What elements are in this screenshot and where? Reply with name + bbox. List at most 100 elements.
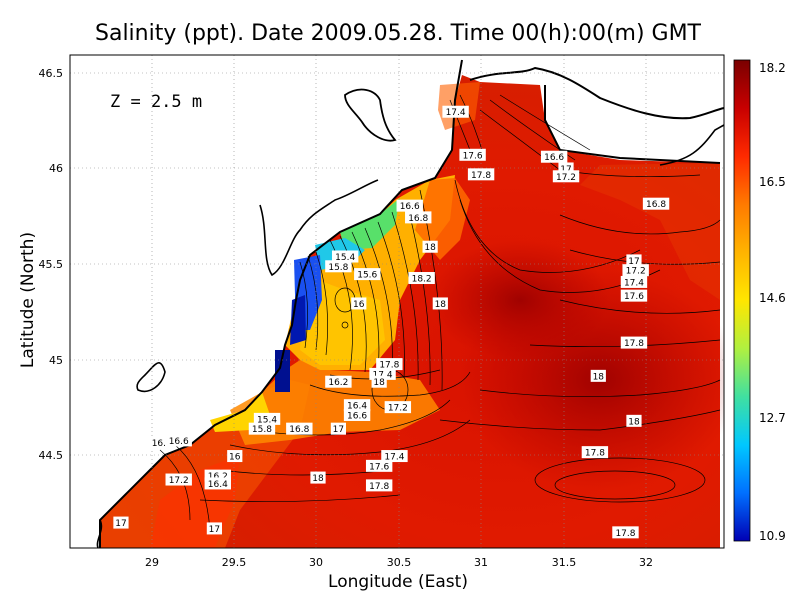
contour-label: 16.8	[405, 211, 432, 224]
contour-label: 17.8	[620, 336, 648, 349]
contour-label-text: 18	[424, 243, 436, 253]
contour-label-text: 17.8	[615, 529, 635, 539]
contour-label: 17.8	[376, 358, 403, 371]
mainland-coast	[99, 59, 463, 548]
contour-label: 16.4	[204, 477, 231, 490]
contour-label-text: 17.6	[624, 292, 644, 302]
southwest-coast-extension	[96, 519, 103, 549]
y-tick-label: 45	[49, 354, 63, 367]
contour-label-box	[354, 268, 381, 281]
contour-label-box	[432, 297, 448, 310]
contour-label-text: 16.6	[400, 202, 420, 212]
contour-label: 17	[206, 522, 222, 535]
razim-lagoon	[136, 362, 166, 392]
contour-label-box	[581, 446, 609, 459]
contour-label-text: 16.6	[169, 437, 189, 447]
contour-label: 18	[590, 369, 606, 382]
liman-lake	[344, 88, 397, 142]
contour-label: 17.4	[381, 450, 408, 463]
colorbar-tick-label: 16.5	[759, 175, 786, 189]
colorbar-tick-label: 10.9	[759, 529, 786, 543]
contour-label: 15.4	[253, 412, 281, 425]
contour-label-text: 17	[628, 257, 639, 267]
y-tick-label: 45.5	[39, 258, 64, 271]
contour-label: 17	[626, 254, 642, 267]
contour-label-box	[396, 199, 423, 212]
contour-label-text: 15.6	[357, 271, 377, 281]
contour-label-text: 17.4	[446, 108, 466, 118]
contour-label-box	[459, 148, 486, 161]
contour-label-box	[626, 414, 642, 427]
contour-label: 17.4	[442, 105, 469, 118]
contour-label: 17.8	[365, 479, 393, 492]
contour-label-text: 16	[353, 300, 365, 310]
contour-label-box	[622, 264, 649, 277]
contour-label-box	[384, 401, 412, 414]
contour-label-text: 18	[593, 372, 605, 382]
contour-label-text: 15.4	[257, 415, 277, 425]
contour-label: 18	[432, 297, 448, 310]
contour-label-text: 17	[333, 425, 344, 435]
contour-label-box	[467, 168, 495, 181]
colorbar-scale	[733, 59, 751, 542]
contour-labels: 17.417.617.816.61717.216.816.616.81815.4…	[113, 105, 670, 539]
contour-label-text: 17.6	[463, 151, 483, 161]
x-tick-label: 32	[639, 556, 653, 569]
contour-label-text: 17.2	[626, 267, 646, 277]
northern-orange-zone	[415, 178, 470, 260]
contour-label: 16.6	[343, 408, 371, 421]
contour-lines	[159, 94, 721, 531]
contour-label-text: 17.8	[624, 339, 644, 349]
contour-label: 18.2	[408, 272, 435, 285]
contour-label-text: 16.6	[544, 153, 564, 163]
contour-label-box	[165, 434, 192, 447]
contour-label: 17.6	[365, 459, 393, 472]
contour-label-text: 17	[560, 165, 571, 175]
contour-label-text: 18.2	[412, 275, 432, 285]
contour-label: 15.6	[354, 268, 381, 281]
contour-label-box	[310, 471, 326, 484]
northeast-orange-zone	[580, 163, 720, 300]
contour-label: 18	[422, 240, 438, 253]
contour-label: 17.2	[622, 264, 649, 277]
contour-label-box	[365, 479, 393, 492]
coastline	[96, 59, 725, 549]
contour-label: 17.2	[165, 473, 192, 486]
contour-label-box	[325, 260, 352, 273]
contour-label-text: 17.8	[379, 361, 399, 371]
contour-label-box	[642, 197, 670, 210]
y-tick-label: 44.5	[39, 449, 64, 462]
contour-label: 16.6	[165, 434, 192, 447]
contour-label-box	[351, 297, 367, 310]
contour-label-text: 17.2	[388, 404, 408, 414]
east-coast-fragment	[659, 124, 725, 166]
contour-label-text: 16.6	[347, 411, 367, 421]
contour-label: 17.2	[384, 401, 412, 414]
contour-label-text: 15.8	[328, 263, 348, 273]
x-tick-label: 29	[145, 556, 159, 569]
contour-label: 15.4	[331, 250, 359, 263]
contour-label-box	[248, 422, 276, 435]
river-mouth-cells	[275, 350, 290, 392]
contour-label: 17.8	[581, 446, 609, 459]
x-tick-label: 31	[474, 556, 488, 569]
contour-label-box	[540, 150, 568, 163]
contour-label: 17.6	[459, 148, 486, 161]
plot-frame	[69, 54, 725, 549]
contour-label: 17	[113, 516, 129, 529]
contour-label-box	[343, 399, 371, 412]
contour-label: 17	[330, 422, 346, 435]
contour-label-box	[206, 522, 222, 535]
contour-label-text: 16.2	[328, 378, 348, 388]
contour-label-box	[371, 375, 387, 388]
contour-label: 17.6	[620, 289, 648, 302]
contour-label-text: 17.8	[585, 449, 605, 459]
contour-label-box	[422, 240, 438, 253]
contour-label-box	[204, 477, 231, 490]
contour-label-box	[442, 105, 469, 118]
contour-label-box	[331, 250, 359, 263]
colorbar-tick-label: 12.7	[759, 411, 786, 425]
contour-label-text: 17.4	[384, 453, 404, 463]
contour-label: 16.4	[343, 399, 371, 412]
